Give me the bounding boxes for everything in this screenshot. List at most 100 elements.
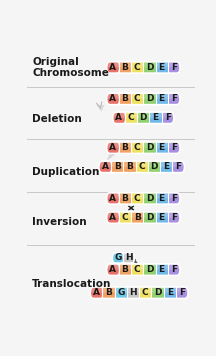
- Polygon shape: [107, 154, 116, 161]
- FancyBboxPatch shape: [107, 193, 180, 198]
- FancyBboxPatch shape: [148, 161, 160, 173]
- FancyBboxPatch shape: [112, 253, 134, 258]
- FancyBboxPatch shape: [123, 253, 134, 263]
- Text: A: A: [109, 265, 116, 274]
- FancyBboxPatch shape: [107, 142, 119, 153]
- FancyBboxPatch shape: [151, 287, 164, 298]
- FancyBboxPatch shape: [119, 193, 131, 204]
- Text: F: F: [179, 288, 185, 297]
- FancyBboxPatch shape: [107, 264, 119, 276]
- FancyBboxPatch shape: [143, 212, 156, 223]
- FancyBboxPatch shape: [107, 142, 180, 148]
- Text: C: C: [134, 143, 141, 152]
- Text: A: A: [115, 113, 122, 122]
- Text: C: C: [134, 265, 141, 274]
- Text: C: C: [122, 213, 128, 222]
- FancyBboxPatch shape: [156, 62, 168, 73]
- FancyBboxPatch shape: [113, 112, 174, 118]
- Text: A: A: [109, 194, 116, 203]
- FancyBboxPatch shape: [99, 162, 184, 167]
- FancyBboxPatch shape: [123, 161, 136, 173]
- FancyBboxPatch shape: [168, 264, 180, 276]
- FancyBboxPatch shape: [143, 142, 156, 153]
- FancyBboxPatch shape: [112, 253, 123, 263]
- FancyBboxPatch shape: [103, 287, 115, 298]
- Text: Original
Chromosome: Original Chromosome: [32, 57, 109, 78]
- FancyBboxPatch shape: [111, 161, 123, 173]
- Text: E: E: [167, 288, 173, 297]
- FancyBboxPatch shape: [131, 142, 143, 153]
- FancyBboxPatch shape: [139, 287, 151, 298]
- Text: A: A: [109, 143, 116, 152]
- Text: C: C: [134, 94, 141, 103]
- FancyBboxPatch shape: [119, 93, 131, 105]
- FancyBboxPatch shape: [168, 93, 180, 105]
- Text: D: D: [146, 63, 153, 72]
- Text: B: B: [122, 63, 129, 72]
- FancyBboxPatch shape: [107, 62, 180, 67]
- FancyBboxPatch shape: [172, 161, 184, 173]
- FancyBboxPatch shape: [143, 62, 156, 73]
- FancyBboxPatch shape: [107, 62, 119, 73]
- Text: B: B: [134, 213, 141, 222]
- FancyBboxPatch shape: [107, 212, 119, 223]
- FancyBboxPatch shape: [131, 193, 143, 204]
- Text: F: F: [171, 63, 177, 72]
- FancyBboxPatch shape: [131, 212, 143, 223]
- Text: E: E: [159, 194, 165, 203]
- Polygon shape: [96, 105, 105, 112]
- FancyBboxPatch shape: [156, 142, 168, 153]
- Text: H: H: [125, 253, 133, 262]
- Text: B: B: [126, 162, 133, 171]
- Text: B: B: [122, 143, 129, 152]
- Text: E: E: [159, 213, 165, 222]
- FancyBboxPatch shape: [176, 287, 188, 298]
- Text: Deletion: Deletion: [32, 115, 82, 125]
- Text: A: A: [102, 162, 108, 171]
- FancyBboxPatch shape: [119, 62, 131, 73]
- FancyBboxPatch shape: [131, 264, 143, 276]
- Text: E: E: [152, 113, 159, 122]
- Text: D: D: [146, 194, 153, 203]
- Text: F: F: [165, 113, 171, 122]
- FancyBboxPatch shape: [113, 112, 125, 124]
- Text: G: G: [114, 253, 121, 262]
- Text: B: B: [114, 162, 121, 171]
- Text: A: A: [93, 288, 100, 297]
- Text: B: B: [122, 94, 129, 103]
- Text: A: A: [109, 94, 116, 103]
- FancyBboxPatch shape: [143, 264, 156, 276]
- Text: A: A: [109, 63, 116, 72]
- FancyBboxPatch shape: [162, 112, 174, 124]
- Text: Duplication: Duplication: [32, 167, 99, 177]
- FancyBboxPatch shape: [143, 193, 156, 204]
- FancyBboxPatch shape: [107, 94, 180, 99]
- FancyBboxPatch shape: [160, 161, 172, 173]
- Text: C: C: [134, 63, 141, 72]
- Text: C: C: [138, 162, 145, 171]
- FancyBboxPatch shape: [168, 142, 180, 153]
- FancyBboxPatch shape: [156, 264, 168, 276]
- FancyBboxPatch shape: [107, 193, 119, 204]
- Text: E: E: [159, 63, 165, 72]
- FancyBboxPatch shape: [131, 93, 143, 105]
- FancyBboxPatch shape: [168, 212, 180, 223]
- FancyBboxPatch shape: [168, 193, 180, 204]
- FancyBboxPatch shape: [164, 287, 176, 298]
- Text: D: D: [146, 213, 153, 222]
- FancyBboxPatch shape: [119, 212, 131, 223]
- Text: E: E: [163, 162, 169, 171]
- FancyBboxPatch shape: [90, 287, 188, 293]
- Text: F: F: [171, 94, 177, 103]
- FancyBboxPatch shape: [115, 287, 127, 298]
- Text: B: B: [122, 194, 129, 203]
- Text: F: F: [171, 143, 177, 152]
- Text: F: F: [171, 194, 177, 203]
- FancyBboxPatch shape: [143, 93, 156, 105]
- Text: G: G: [117, 288, 124, 297]
- FancyBboxPatch shape: [136, 161, 148, 173]
- FancyBboxPatch shape: [156, 193, 168, 204]
- FancyBboxPatch shape: [137, 112, 149, 124]
- Text: C: C: [128, 113, 134, 122]
- Text: A: A: [109, 213, 116, 222]
